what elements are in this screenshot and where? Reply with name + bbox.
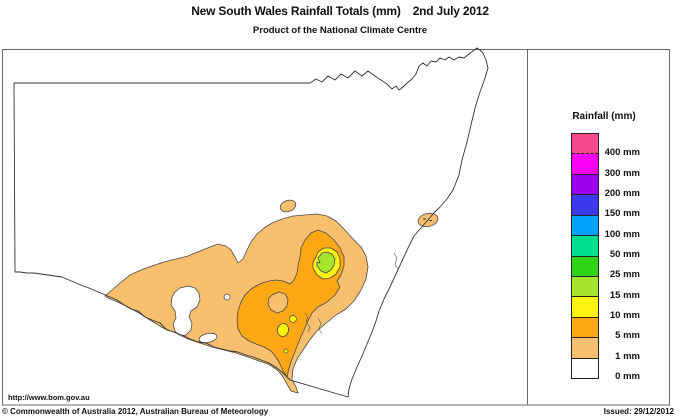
rainfall-hole-0mm	[223, 293, 231, 301]
legend-swatch	[572, 256, 598, 277]
rainfall-hole-1mm	[267, 291, 289, 314]
legend-swatch	[572, 215, 598, 237]
rainfall-blob-10mm	[277, 323, 289, 337]
copyright-text: © Commonwealth of Australia 2012, Austra…	[2, 407, 269, 416]
legend-swatch	[572, 174, 598, 196]
river-squiggle	[393, 252, 399, 270]
page-title-date: 2nd July 2012	[412, 4, 489, 18]
legend-swatch	[572, 134, 598, 155]
bom-url-text: http://www.bom.gov.au	[8, 393, 90, 402]
page-title: New South Wales Rainfall Totals (mm) 2nd…	[0, 4, 680, 18]
legend-swatch	[572, 276, 598, 298]
rainfall-blob-10mm	[289, 315, 297, 323]
rainfall-blob-10mm	[283, 348, 289, 354]
page-title-text: New South Wales Rainfall Totals (mm)	[191, 4, 401, 18]
legend-swatch-column	[571, 133, 599, 379]
coastal-blob-marks	[423, 218, 432, 221]
legend-swatch	[572, 317, 598, 339]
issued-date-text: Issued: 29/12/2012	[603, 407, 674, 416]
legend-title: Rainfall (mm)	[572, 111, 636, 122]
nsw-state-outline	[13, 47, 489, 398]
page-subtitle: Product of the National Climate Centre	[252, 25, 428, 36]
rainfall-hole-0mm	[170, 285, 201, 337]
legend-swatch	[572, 154, 598, 175]
rainfall-blob-1mm-small	[279, 199, 297, 213]
legend-swatch	[572, 338, 598, 359]
legend-swatch	[572, 195, 598, 216]
map-frame	[2, 49, 670, 406]
river-squiggle	[304, 312, 311, 333]
legend-swatch	[572, 297, 598, 318]
rainfall-hole-0mm	[198, 332, 218, 344]
river-squiggle	[317, 317, 323, 335]
rainfall-region-15mm	[316, 251, 336, 274]
legend-swatch	[572, 358, 598, 379]
legend-swatch	[572, 236, 598, 257]
